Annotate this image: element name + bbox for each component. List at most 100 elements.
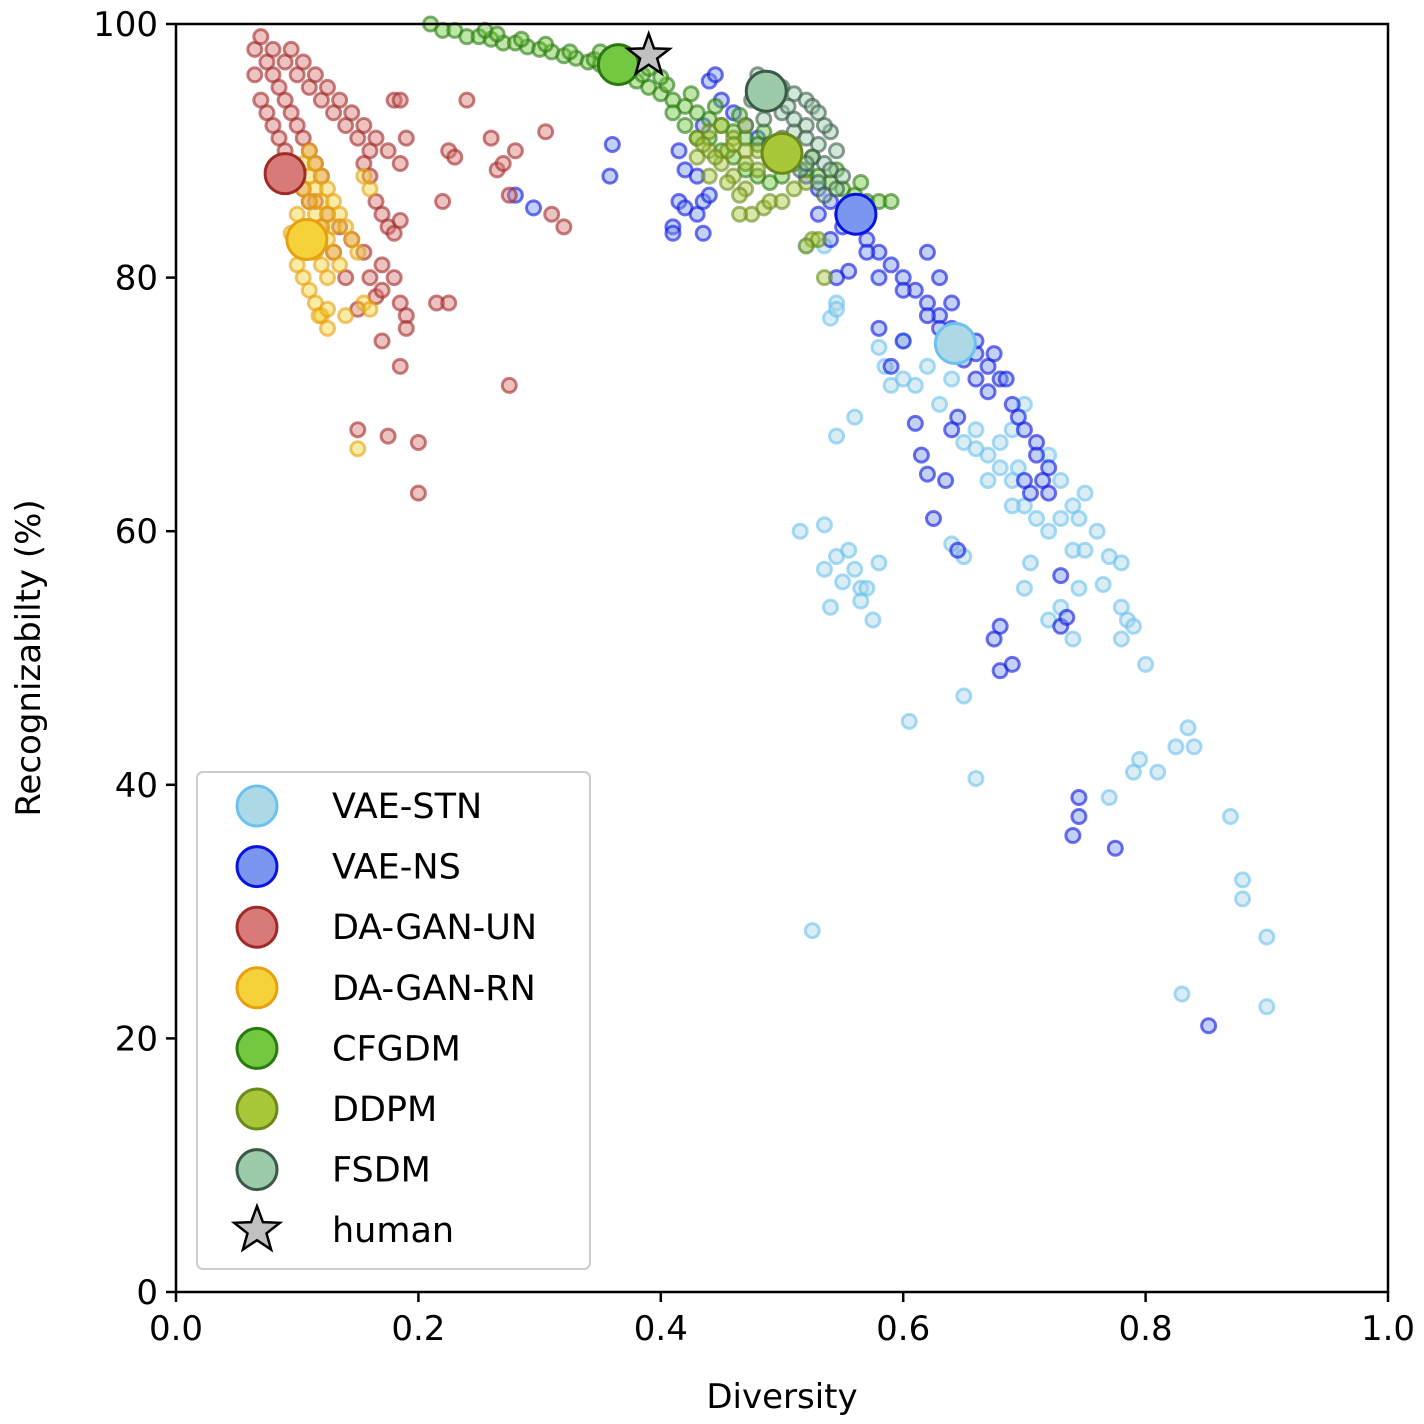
x-axis-ticks: 0.0 0.2 0.4 0.6 0.8 1.0	[149, 1292, 1415, 1349]
data-point	[349, 243, 367, 261]
data-point	[1070, 808, 1088, 825]
data-point	[1052, 510, 1070, 528]
data-point	[846, 560, 864, 578]
data-point	[543, 205, 561, 223]
data-point	[852, 174, 870, 191]
data-point	[967, 769, 985, 787]
data-point	[870, 338, 888, 356]
legend-box	[196, 771, 591, 1270]
data-point	[252, 91, 270, 109]
data-point	[373, 332, 391, 350]
data-point	[828, 142, 846, 160]
data-point	[1112, 630, 1130, 648]
data-point	[821, 598, 839, 616]
data-point	[306, 66, 324, 84]
data-point	[319, 78, 336, 96]
legend-star-marker	[230, 1202, 284, 1253]
data-point	[918, 357, 936, 375]
data-point	[1003, 655, 1021, 673]
legend-marker	[235, 784, 279, 828]
data-point	[1100, 788, 1118, 806]
data-point	[985, 345, 1003, 363]
data-point	[815, 116, 833, 134]
data-point	[1052, 567, 1070, 585]
data-point	[1112, 554, 1130, 572]
data-point	[815, 269, 833, 287]
data-point	[1124, 617, 1142, 635]
data-point	[931, 395, 949, 413]
data-point	[1094, 575, 1112, 593]
data-point	[943, 294, 961, 312]
data-point	[828, 427, 846, 445]
data-point	[391, 212, 409, 230]
data-point	[1009, 408, 1027, 426]
x-axis-label: Diversity	[706, 1377, 857, 1417]
data-point	[828, 300, 846, 318]
data-point	[918, 465, 936, 483]
human-star-marker	[624, 30, 674, 77]
data-point	[1028, 510, 1046, 528]
data-point	[397, 129, 415, 147]
data-point	[700, 167, 718, 185]
data-point	[319, 269, 336, 287]
legend-label: DDPM	[332, 1090, 437, 1130]
data-point	[355, 116, 373, 134]
data-point	[319, 300, 336, 318]
x-tick-label: 0.6	[876, 1309, 930, 1349]
data-point	[967, 370, 985, 388]
data-point	[918, 307, 936, 325]
data-point	[458, 91, 476, 109]
data-point	[912, 446, 930, 464]
data-point	[428, 294, 446, 312]
data-point	[1028, 446, 1046, 464]
data-point	[670, 142, 688, 160]
data-point	[512, 30, 530, 48]
data-point	[773, 193, 791, 211]
data-point	[870, 319, 888, 337]
data-point	[906, 376, 924, 394]
legend-marker	[235, 1026, 279, 1070]
data-point	[446, 148, 464, 166]
legend-marker	[235, 905, 279, 949]
legend-label: VAE-STN	[332, 787, 482, 827]
data-point	[252, 28, 270, 46]
data-point	[937, 471, 955, 489]
data-point	[718, 174, 736, 191]
data-point	[864, 611, 882, 629]
data-point	[506, 142, 524, 160]
legend-marker	[235, 966, 279, 1010]
legend-label: FSDM	[332, 1151, 431, 1191]
data-point	[1179, 719, 1197, 737]
data-point	[809, 205, 827, 223]
data-point	[361, 300, 379, 318]
data-point	[331, 256, 349, 274]
data-point	[991, 459, 1009, 477]
data-point	[500, 186, 518, 204]
data-point	[870, 243, 888, 261]
data-point	[1058, 608, 1076, 626]
data-point	[834, 573, 852, 591]
data-point	[331, 91, 349, 109]
data-point	[821, 231, 839, 249]
legend-marker	[235, 1148, 279, 1192]
data-point	[985, 630, 1003, 648]
data-point	[676, 116, 694, 134]
data-point	[1200, 1017, 1218, 1035]
data-point	[434, 193, 452, 211]
data-point	[349, 421, 367, 439]
data-point	[846, 408, 864, 426]
data-point	[731, 186, 749, 204]
data-point	[725, 135, 743, 153]
data-point	[700, 186, 718, 204]
y-tick-label: 100	[93, 5, 158, 45]
data-point	[246, 66, 264, 84]
legend: VAE-STN VAE-NS DA-GAN-UN DA-GAN-RN CFGDM DDPM…	[196, 771, 591, 1270]
data-point	[791, 522, 809, 540]
data-point	[1040, 484, 1058, 502]
data-point	[1088, 522, 1106, 540]
mean-marker	[834, 192, 878, 236]
data-point	[815, 516, 833, 534]
data-point	[537, 123, 555, 141]
data-point	[1076, 541, 1094, 559]
data-point	[1149, 763, 1167, 781]
